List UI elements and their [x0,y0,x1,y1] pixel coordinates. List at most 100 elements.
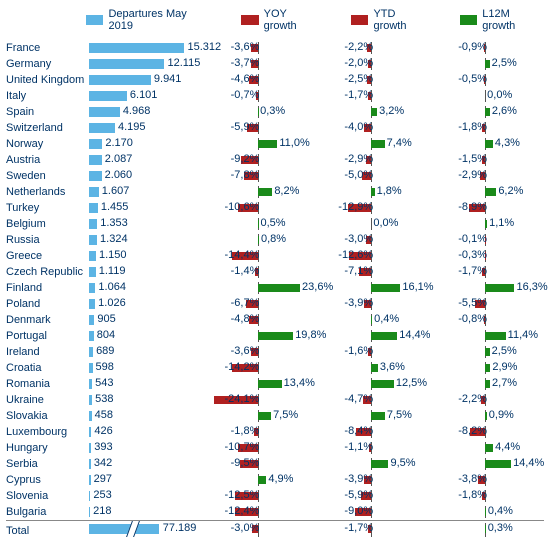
country-label: Russia [6,232,89,248]
table-row: Switzerland4.195-5,9%-4,0%-1,8% [6,120,544,136]
country-label: Slovakia [6,408,89,424]
table-row: Bulgaria218-12,4%-9,0%0,4% [6,504,544,521]
departures-bar [89,123,115,133]
departures-cell: 543 [89,376,203,392]
table-row: Finland 1.064 23,6%16,1%16,3% [6,280,544,296]
table-row: Poland1.026-6,7%-3,9%-5,5% [6,296,544,312]
l12-cell: 2,5% [430,56,544,72]
departures-value: 1.455 [101,201,129,213]
departures-bar [89,59,165,69]
departures-cell: 253 [89,488,203,504]
yoy-cell: -4,6% [203,72,317,88]
ytd-cell: 0,0% [316,216,430,232]
legend-label: YOY growth [264,8,321,32]
departures-value: 4.968 [123,105,151,117]
ytd-cell: -3,9% [316,296,430,312]
departures-bar [89,363,93,373]
legend-item: Departures May 2019 [86,8,211,32]
departures-cell: 458 [89,408,203,424]
yoy-cell: -0,7% [203,88,317,104]
yoy-cell: 7,5% [203,408,317,424]
ytd-cell: -9,0% [316,504,430,521]
l12-cell: 0,9% [430,408,544,424]
departures-value: 1.026 [98,297,126,309]
departures-value: 538 [95,393,113,405]
departures-cell: 1.150 [89,248,203,264]
departures-bar [89,524,159,534]
table-row: France15.312-3,6%-2,2%-0,9% [6,40,544,56]
ytd-cell: 9,5% [316,456,430,472]
departures-value: 905 [97,313,115,325]
table-row: Norway2.17011,0%7,4%4,3% [6,136,544,152]
ytd-cell: -1,7% [316,88,430,104]
yoy-cell: -9,2% [203,152,317,168]
departures-bar [89,267,96,277]
ytd-cell: -8,4% [316,424,430,440]
ytd-cell: -2,5% [316,72,430,88]
country-label: Ireland [6,344,89,360]
departures-value: 1.119 [99,265,126,277]
departures-value: 6.101 [130,89,158,101]
departures-bar [89,459,91,469]
departures-value: 1.607 [102,185,130,197]
departures-bar [89,427,92,437]
ytd-cell: 14,4% [316,328,430,344]
ytd-cell: 16,1% [316,280,430,296]
departures-cell: 9.941 [89,72,203,88]
yoy-cell: 23,6% [203,280,317,296]
yoy-cell: -4,8% [203,312,317,328]
country-label: Sweden [6,168,89,184]
departures-cell: 1.324 [89,232,203,248]
country-label: Portugal [6,328,89,344]
departures-cell: 1.353 [89,216,203,232]
legend: Departures May 2019YOY growthYTD growthL… [6,8,544,32]
l12-cell: -0,1% [430,232,544,248]
country-label: Finland [6,280,89,296]
country-label: Czech Republic [6,264,89,280]
yoy-cell: 0,3% [203,104,317,120]
country-label: Slovenia [6,488,89,504]
yoy-cell: -9,5% [203,456,317,472]
departures-cell: 1.026 [89,296,203,312]
legend-label: Departures May 2019 [108,8,211,32]
legend-item: YTD growth [351,8,430,32]
yoy-cell: -12,5% [203,488,317,504]
departures-bar [89,251,96,261]
departures-value: 2.060 [105,169,133,181]
ytd-cell: -4,7% [316,392,430,408]
table-row: Ukraine538-24,1%-4,7%-2,2% [6,392,544,408]
table-row: Greece1.150-14,4%-12,6%-0,3% [6,248,544,264]
country-label: France [6,40,89,56]
departures-cell: 4.195 [89,120,203,136]
departures-bar [89,491,91,501]
departures-bar [89,395,92,405]
ytd-cell: -5,0% [316,168,430,184]
l12-cell: -1,8% [430,488,544,504]
l12-cell: 16,3% [430,280,544,296]
yoy-cell: -10,7% [203,440,317,456]
l12-cell: -0,3% [430,248,544,264]
ytd-cell: -2,2% [316,40,430,56]
l12-cell: 6,2% [430,184,544,200]
departures-value: 1.064 [98,281,126,293]
country-label: Denmark [6,312,89,328]
l12-cell: 2,7% [430,376,544,392]
yoy-cell: -12,4% [203,504,317,521]
ytd-cell: -3,0% [316,232,430,248]
table-row: Belgium1.3530,5%0,0%1,1% [6,216,544,232]
ytd-cell: -3,9% [316,472,430,488]
table-row: Czech Republic1.119-1,4%-7,1%-1,7% [6,264,544,280]
departures-cell: 2.060 [89,168,203,184]
country-label: Spain [6,104,89,120]
departures-bar [89,411,92,421]
l12-cell: -2,2% [430,392,544,408]
table-row: Croatia598-14,2%3,6%2,9% [6,360,544,376]
yoy-cell: -14,2% [203,360,317,376]
departures-value: 689 [96,345,114,357]
l12-cell: 1,1% [430,216,544,232]
legend-swatch [241,15,258,25]
departures-cell: 2.087 [89,152,203,168]
departures-cell: 2.170 [89,136,203,152]
country-label: Ukraine [6,392,89,408]
departures-value: 543 [95,377,113,389]
